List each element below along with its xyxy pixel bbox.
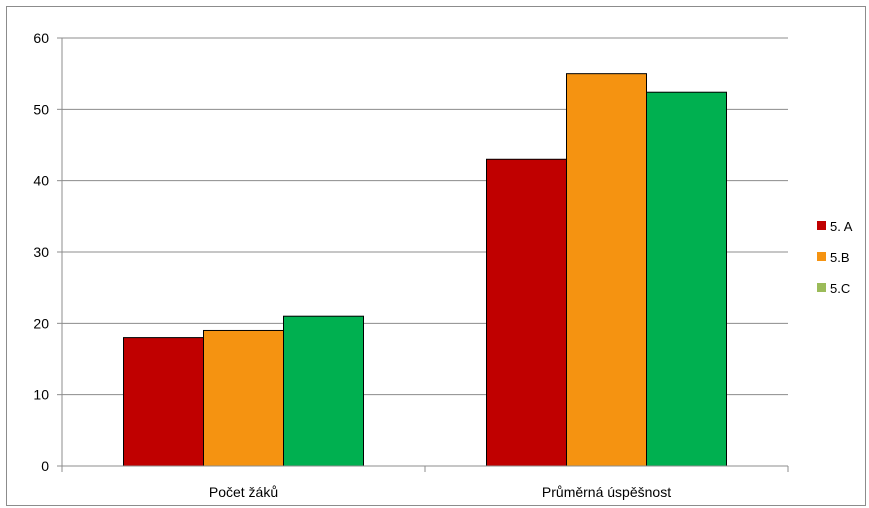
x-category-labels: Počet žáků Průměrná úspěšnost xyxy=(209,484,671,500)
bar-chart: 0 10 20 30 40 50 60 Počet žáků Průměrná úspěšno… xyxy=(33,30,853,500)
y-tick-label: 20 xyxy=(33,315,49,331)
legend-label: 5.C xyxy=(830,281,850,296)
bars xyxy=(123,73,727,467)
y-tick-label: 40 xyxy=(33,173,49,189)
bar xyxy=(203,329,284,467)
x-category-label: Počet žáků xyxy=(209,484,278,500)
legend-label: 5.B xyxy=(830,250,850,265)
x-category-label: Průměrná úspěšnost xyxy=(542,484,671,500)
y-tick-label: 50 xyxy=(33,101,49,117)
bar xyxy=(123,337,204,467)
y-tick-label: 30 xyxy=(33,244,49,260)
legend-swatch xyxy=(817,283,826,292)
chart-frame: 0 10 20 30 40 50 60 Počet žáků Průměrná úspěšno… xyxy=(6,6,866,506)
y-tick-labels: 0 10 20 30 40 50 60 xyxy=(33,30,49,474)
bar xyxy=(486,158,567,467)
y-tick-label: 60 xyxy=(33,30,49,46)
y-tick-label: 0 xyxy=(41,458,49,474)
legend-swatch xyxy=(817,221,826,230)
legend-swatch xyxy=(817,252,826,261)
axes xyxy=(57,37,789,472)
bar xyxy=(283,315,364,467)
legend: 5. A 5.B 5.C xyxy=(817,219,853,296)
y-tick-label: 10 xyxy=(33,387,49,403)
bar xyxy=(566,73,647,467)
bar xyxy=(646,91,727,467)
legend-label: 5. A xyxy=(830,219,853,234)
